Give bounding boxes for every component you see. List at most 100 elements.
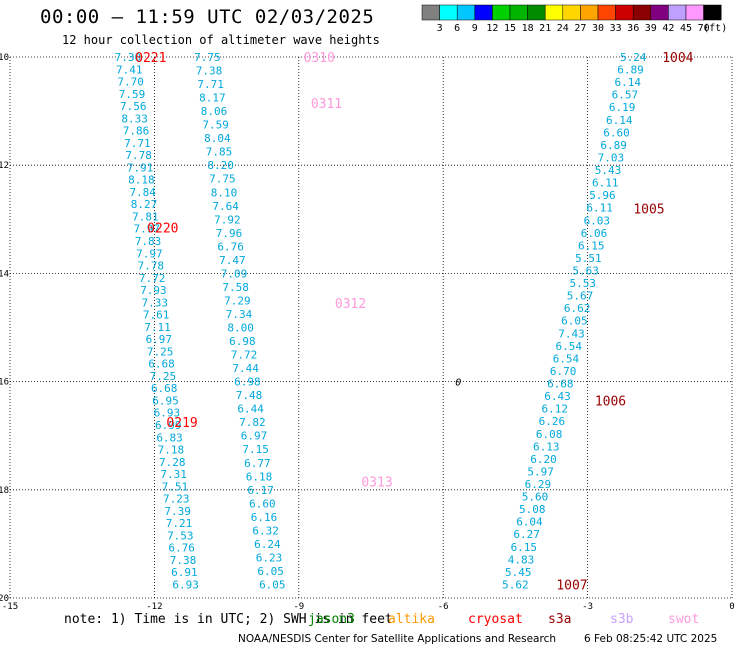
wave-height-value: 8.10	[211, 186, 238, 199]
wave-height-value: 6.19	[609, 101, 636, 114]
color-scale-tick: 27	[574, 23, 586, 34]
pass-time-label: 1004	[662, 51, 693, 66]
wave-height-value: 7.53	[167, 529, 194, 542]
wave-height-value: 6.06	[581, 227, 608, 240]
pass-time-label: 0313	[361, 476, 392, 491]
wave-height-value: 7.93	[140, 284, 167, 297]
satellite-legend-altika: altika	[388, 612, 435, 627]
wave-height-value: 7.47	[219, 254, 246, 267]
wave-height-value: 5.97	[527, 465, 554, 478]
wave-height-value: 6.68	[151, 382, 178, 395]
wave-height-value: 5.67	[567, 290, 594, 303]
wave-height-value: 6.77	[244, 457, 271, 470]
wave-height-value: 6.14	[606, 114, 633, 127]
wave-height-value: 7.48	[236, 389, 263, 402]
wave-height-value: 7.71	[197, 78, 224, 91]
wave-height-value: 5.62	[502, 578, 529, 591]
wave-height-value: 6.04	[516, 516, 543, 529]
wave-height-value: 7.70	[117, 76, 144, 89]
generated-timestamp: 6 Feb 08:25:42 UTC 2025	[584, 633, 718, 645]
wave-height-value: 7.72	[139, 272, 166, 285]
pass-time-label: 1005	[633, 202, 664, 217]
wave-height-value: 6.62	[564, 302, 591, 315]
wave-height-value: 7.25	[150, 370, 177, 383]
wave-height-value: 5.53	[570, 277, 597, 290]
wave-height-value: 5.08	[519, 503, 546, 516]
wave-height-value: 6.57	[612, 89, 639, 102]
wave-height-value: 8.20	[207, 159, 234, 172]
color-scale-tick: 9	[472, 23, 478, 34]
wave-height-value: 7.86	[123, 125, 150, 138]
y-tick-label: -16	[0, 378, 9, 388]
pass-time-label: 0310	[304, 51, 335, 66]
wave-height-value: 7.97	[136, 247, 163, 260]
color-swatch	[703, 4, 722, 21]
wave-height-value: 6.05	[259, 578, 286, 591]
x-tick-label: -6	[438, 602, 449, 612]
wave-height-value: 5.24	[620, 51, 647, 64]
wave-height-value: 6.68	[547, 378, 574, 391]
wave-height-value: 6.03	[584, 214, 611, 227]
wave-height-value: 6.13	[533, 440, 560, 453]
color-scale-tick: 18	[522, 23, 534, 34]
wave-height-value: 6.83	[156, 431, 183, 444]
wave-height-value: 5.45	[505, 566, 532, 579]
wave-height-value: 7.56	[120, 100, 147, 113]
x-tick-label: 0	[729, 602, 734, 612]
wave-height-value: 6.70	[550, 365, 577, 378]
wave-height-value: 6.17	[247, 484, 274, 497]
wave-height-value: 5.60	[522, 491, 549, 504]
wave-height-value: 6.93	[154, 407, 181, 420]
color-scale-unit: (ft)	[703, 23, 727, 34]
location-marker: 0	[455, 378, 461, 389]
y-tick-label: -18	[0, 486, 9, 496]
wave-height-value: 8.04	[204, 132, 231, 145]
wave-height-value: 7.43	[558, 327, 585, 340]
wave-height-value: 7.75	[194, 51, 221, 64]
color-scale-tick: 42	[662, 23, 674, 34]
satellite-legend-jason3: jason3	[308, 612, 355, 627]
wave-height-value: 7.31	[160, 468, 187, 481]
wave-height-value: 6.08	[536, 428, 563, 441]
wave-height-value: 8.17	[199, 92, 226, 105]
pass-time-label: 0311	[311, 97, 342, 112]
satellite-legend-s3a: s3a	[548, 612, 572, 627]
x-tick-label: -3	[582, 602, 593, 612]
wave-height-value: 6.24	[254, 538, 281, 551]
wave-height-value: 6.16	[251, 511, 278, 524]
color-scale-tick: 3	[437, 23, 443, 34]
wave-height-value: 5.51	[575, 252, 602, 265]
wave-height-value: 6.68	[148, 358, 175, 371]
wave-height-value: 7.91	[127, 161, 154, 174]
footer-note: note: 1) Time is in UTC; 2) SWH is in fe…	[64, 612, 393, 627]
wave-height-value: 7.30	[115, 51, 142, 64]
pass-time-label: 1006	[595, 395, 626, 410]
wave-height-value: 7.34	[226, 308, 253, 321]
wave-height-value: 6.60	[249, 497, 276, 510]
wave-height-value: 5.63	[572, 265, 599, 278]
wave-height-value: 6.11	[586, 202, 613, 215]
satellite-legend-cryosat: cryosat	[468, 612, 523, 627]
wave-height-value: 7.81	[132, 210, 159, 223]
wave-height-value: 7.71	[124, 137, 151, 150]
color-scale-tick: 39	[645, 23, 657, 34]
wave-height-value: 6.15	[511, 541, 538, 554]
wave-height-value: 6.89	[600, 139, 627, 152]
wave-height-value: 7.58	[222, 281, 249, 294]
satellite-legend-swot: swot	[668, 612, 700, 627]
x-tick-label: -15	[2, 602, 18, 612]
wave-height-value: 6.18	[246, 470, 273, 483]
wave-height-value: 7.29	[224, 294, 251, 307]
color-scale-tick: 36	[627, 23, 639, 34]
wave-height-value: 8.27	[131, 198, 158, 211]
wave-height-value: 7.85	[206, 146, 233, 159]
wave-height-value: 8.33	[121, 112, 148, 125]
wave-height-value: 7.59	[202, 119, 229, 132]
wave-height-value: 6.95	[152, 394, 179, 407]
wave-height-value: 7.96	[216, 227, 243, 240]
wave-height-value: 7.39	[164, 505, 191, 518]
pass-time-label: 0221	[135, 51, 166, 66]
color-scale-tick: 45	[680, 23, 692, 34]
wave-height-value: 7.64	[212, 200, 239, 213]
